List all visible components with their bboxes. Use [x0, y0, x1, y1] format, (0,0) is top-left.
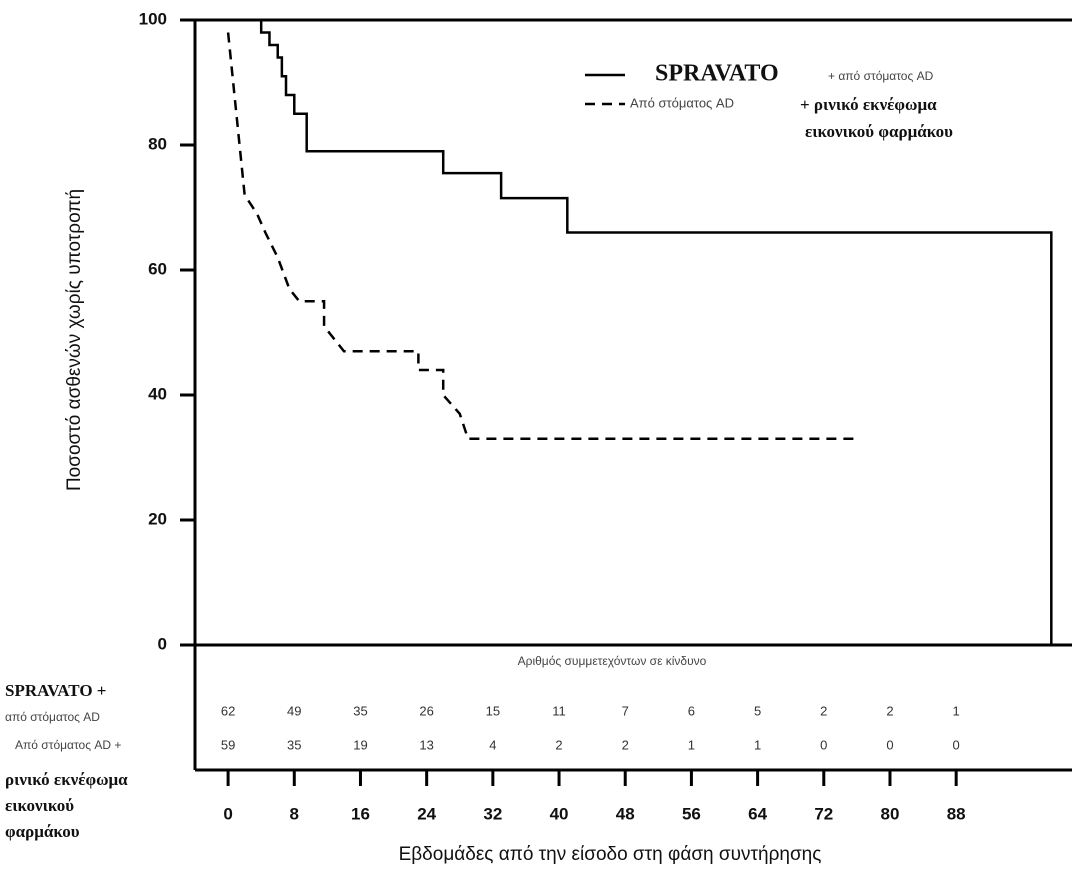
legend-label-detail: εικονικού φαρμάκου: [805, 122, 953, 141]
legend-label-detail: + από στόματος AD: [828, 69, 934, 83]
y-tick-label: 100: [139, 9, 167, 28]
legend-label-detail: + ρινικό εκνέφωμα: [800, 95, 937, 114]
risk-count: 11: [552, 703, 566, 718]
risk-count: 2: [886, 703, 893, 718]
risk-row-label: φαρμάκου: [5, 822, 80, 841]
y-tick-label: 0: [158, 634, 167, 653]
risk-count: 35: [353, 703, 367, 718]
x-tick-label: 56: [682, 804, 701, 823]
risk-count: 6: [688, 703, 695, 718]
x-tick-label: 48: [616, 804, 635, 823]
legend-label: SPRAVATO: [655, 61, 779, 87]
risk-count: 0: [820, 737, 827, 752]
risk-table-title: Αριθμός συμμετεχόντων σε κίνδυνο: [518, 654, 707, 668]
risk-row-label: SPRAVATO +: [5, 681, 107, 700]
risk-count: 59: [221, 737, 235, 752]
risk-count: 19: [353, 737, 367, 752]
risk-count: 2: [820, 703, 827, 718]
x-tick-label: 32: [483, 804, 502, 823]
risk-row-label: εικονικού: [5, 796, 74, 815]
x-tick-label: 8: [290, 804, 299, 823]
risk-count: 49: [287, 703, 301, 718]
survival-curve: [244, 18, 1053, 645]
x-tick-label: 24: [417, 804, 436, 823]
risk-row-label: ρινικό εκνέφωμα: [5, 770, 128, 789]
risk-count: 26: [419, 703, 433, 718]
y-tick-label: 40: [148, 384, 167, 403]
risk-count: 1: [754, 737, 761, 752]
risk-count: 35: [287, 737, 301, 752]
risk-row-label: από στόματος AD: [5, 710, 100, 724]
risk-count: 4: [489, 737, 496, 752]
legend-label: Από στόματος AD: [630, 95, 734, 110]
risk-count: 7: [622, 703, 629, 718]
risk-count: 1: [688, 737, 695, 752]
risk-count: 2: [622, 737, 629, 752]
risk-count: 62: [221, 703, 235, 718]
risk-count: 5: [754, 703, 761, 718]
x-axis-label: Εβδομάδες από την είσοδο στη φάση συντήρ…: [399, 844, 822, 865]
x-tick-label: 64: [748, 804, 767, 823]
risk-count: 1: [953, 703, 960, 718]
x-tick-label: 0: [223, 804, 232, 823]
x-tick-label: 80: [881, 804, 900, 823]
risk-row-label: Από στόματος AD +: [15, 738, 121, 752]
risk-count: 0: [886, 737, 893, 752]
x-tick-label: 16: [351, 804, 370, 823]
risk-count: 13: [419, 737, 433, 752]
y-tick-label: 80: [148, 134, 167, 153]
risk-count: 0: [953, 737, 960, 752]
x-tick-label: 40: [550, 804, 569, 823]
y-tick-label: 60: [148, 259, 167, 278]
x-tick-label: 88: [947, 804, 966, 823]
risk-count: 2: [555, 737, 562, 752]
y-axis-label: Ποσοστό ασθενών χωρίς υποτροπή: [64, 189, 85, 491]
x-tick-label: 72: [814, 804, 833, 823]
survival-curve: [226, 32, 857, 440]
risk-count: 15: [486, 703, 500, 718]
y-tick-label: 20: [148, 509, 167, 528]
